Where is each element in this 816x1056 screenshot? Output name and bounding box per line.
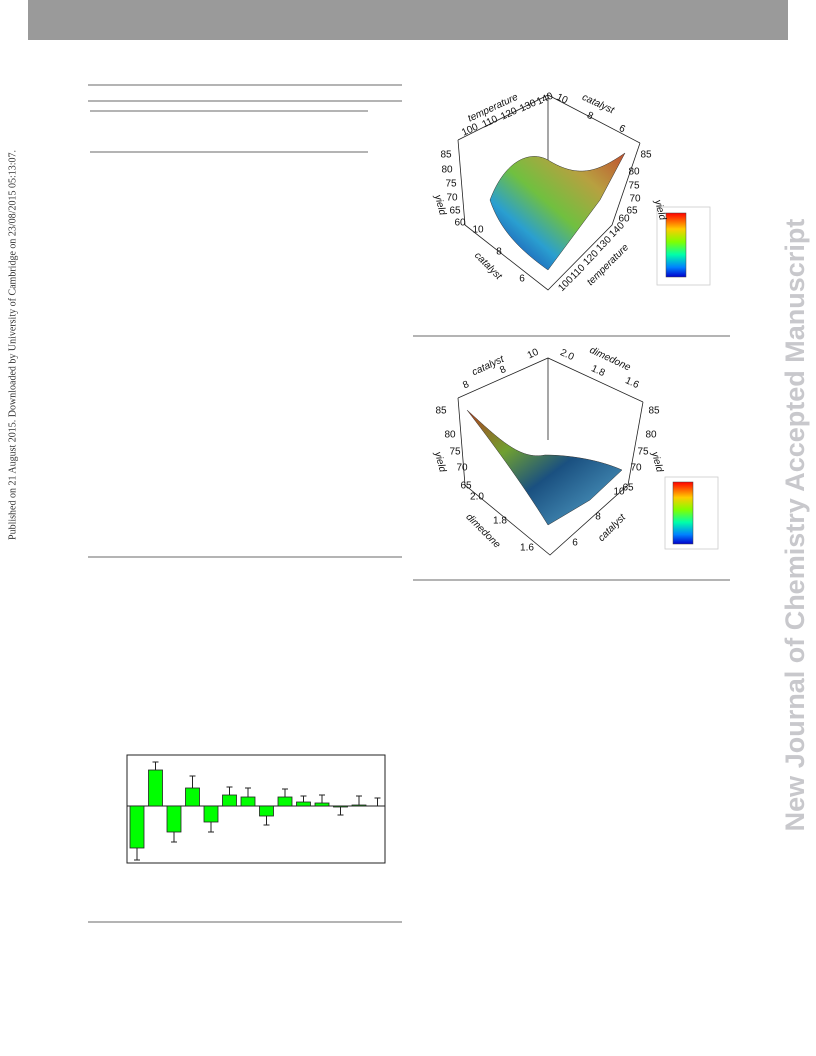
- bar: [166, 805, 182, 833]
- tick-label: 75: [449, 447, 461, 458]
- error-bar: [337, 807, 344, 816]
- bar: [185, 787, 200, 807]
- tick-label: 65: [460, 481, 472, 492]
- tick-label: 70: [629, 194, 641, 205]
- tick-label: 6: [617, 123, 627, 136]
- bar: [148, 769, 163, 807]
- bar: [277, 796, 293, 807]
- tick-label: 8: [498, 364, 508, 377]
- error-bar: [300, 795, 307, 802]
- tick-label: 6: [572, 538, 578, 549]
- tick-label: 8: [595, 512, 601, 523]
- bar: [240, 796, 256, 807]
- axis-label: catalyst: [596, 511, 629, 544]
- bar-chart-frame: [126, 754, 386, 864]
- bar: [222, 794, 237, 807]
- error-bar: [245, 787, 251, 797]
- tick-label: 85: [640, 150, 652, 161]
- tick-label: 85: [440, 150, 452, 161]
- axis-label: yield: [652, 198, 668, 222]
- axis-label: catalyst: [580, 92, 616, 117]
- tick-label: 8: [461, 379, 471, 392]
- tick-label: 10: [613, 487, 625, 498]
- tick-label: 70: [456, 463, 468, 474]
- tick-label: 75: [637, 447, 649, 458]
- tick-label: 10: [472, 225, 484, 236]
- error-bar: [356, 795, 362, 805]
- tick-label: 80: [444, 430, 456, 441]
- tick-label: 8: [585, 110, 595, 123]
- surface-plot-2: [457, 357, 719, 556]
- tick-label: 80: [645, 430, 657, 441]
- bar: [203, 805, 219, 823]
- tick-label: 60: [618, 214, 630, 225]
- tick-label: 100: [460, 121, 480, 138]
- error-bar: [319, 794, 325, 803]
- tick-label: 1.6: [623, 375, 641, 391]
- error-bar: [189, 775, 196, 788]
- bar: [296, 801, 311, 807]
- error-bar: [152, 761, 159, 770]
- bar: [351, 804, 367, 807]
- tick-label: 80: [441, 165, 453, 176]
- tick-label: 10: [526, 347, 541, 362]
- error-bar: [374, 797, 381, 806]
- error-bar: [208, 822, 214, 833]
- surface-plot-1: [457, 94, 711, 291]
- rules: [88, 84, 730, 923]
- watermark: New Journal of Chemistry Accepted Manusc…: [780, 219, 810, 832]
- axis-label: yield: [649, 450, 665, 474]
- bar: [129, 805, 145, 849]
- tick-label: 2.0: [558, 347, 576, 363]
- tick-label: 85: [435, 406, 447, 417]
- bar: [314, 802, 330, 807]
- tick-label: 2.0: [470, 492, 484, 503]
- tick-label: 10: [555, 92, 570, 107]
- bar: [259, 805, 274, 817]
- tick-label: 65: [626, 206, 638, 217]
- tick-label: 80: [628, 167, 640, 178]
- tick-label: 1.8: [493, 516, 507, 527]
- side-note: Published on 21 August 2015. Downloaded …: [7, 150, 18, 540]
- tick-label: 6: [519, 274, 525, 285]
- header-bar: [28, 0, 788, 40]
- tick-label: 65: [449, 206, 461, 217]
- tick-label: 75: [628, 181, 640, 192]
- tick-label: 70: [446, 193, 458, 204]
- axis-label: yield: [432, 450, 448, 474]
- error-bar: [263, 816, 270, 826]
- tick-label: 1.6: [520, 543, 534, 554]
- tick-label: 70: [630, 463, 642, 474]
- tick-label: 65: [622, 483, 634, 494]
- tick-label: 1.8: [589, 363, 607, 379]
- tick-label: 140: [535, 90, 555, 107]
- error-bar: [282, 788, 288, 797]
- error-bar: [226, 786, 233, 795]
- tick-label: 75: [445, 179, 457, 190]
- tick-label: 60: [454, 218, 466, 229]
- error-bar: [134, 848, 140, 861]
- bar: [333, 805, 348, 808]
- tick-label: 8: [496, 247, 502, 258]
- error-bar: [171, 832, 177, 843]
- tick-label: 85: [648, 406, 660, 417]
